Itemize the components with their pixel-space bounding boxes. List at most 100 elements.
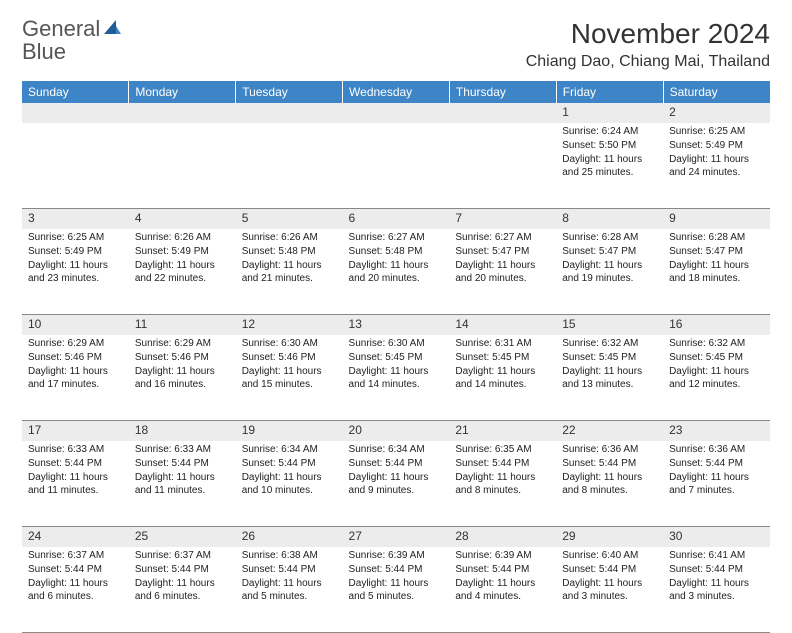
- sunrise-text: Sunrise: 6:37 AM: [28, 549, 123, 562]
- daylight-text: Daylight: 11 hours and 14 minutes.: [349, 365, 444, 391]
- sunrise-text: Sunrise: 6:37 AM: [135, 549, 230, 562]
- day-cell: [449, 123, 556, 209]
- sunset-text: Sunset: 5:47 PM: [669, 245, 764, 258]
- sunset-text: Sunset: 5:44 PM: [562, 563, 657, 576]
- day-body-row: Sunrise: 6:24 AMSunset: 5:50 PMDaylight:…: [22, 123, 770, 209]
- day-cell: Sunrise: 6:25 AMSunset: 5:49 PMDaylight:…: [663, 123, 770, 209]
- day-body-row: Sunrise: 6:37 AMSunset: 5:44 PMDaylight:…: [22, 547, 770, 633]
- sunset-text: Sunset: 5:44 PM: [455, 563, 550, 576]
- day-number: 23: [663, 421, 770, 441]
- brand-word1: General: [22, 16, 100, 41]
- sunrise-text: Sunrise: 6:33 AM: [28, 443, 123, 456]
- weekday-header-row: SundayMondayTuesdayWednesdayThursdayFrid…: [22, 81, 770, 103]
- day-cell: Sunrise: 6:32 AMSunset: 5:45 PMDaylight:…: [663, 335, 770, 421]
- sunset-text: Sunset: 5:44 PM: [242, 563, 337, 576]
- day-cell: Sunrise: 6:28 AMSunset: 5:47 PMDaylight:…: [556, 229, 663, 315]
- sunrise-text: Sunrise: 6:39 AM: [349, 549, 444, 562]
- day-cell: Sunrise: 6:34 AMSunset: 5:44 PMDaylight:…: [236, 441, 343, 527]
- day-cell: Sunrise: 6:37 AMSunset: 5:44 PMDaylight:…: [22, 547, 129, 633]
- sunrise-text: Sunrise: 6:34 AM: [349, 443, 444, 456]
- day-number: 30: [663, 527, 770, 547]
- daylight-text: Daylight: 11 hours and 18 minutes.: [669, 259, 764, 285]
- day-cell: [236, 123, 343, 209]
- sunset-text: Sunset: 5:44 PM: [669, 457, 764, 470]
- daylight-text: Daylight: 11 hours and 11 minutes.: [28, 471, 123, 497]
- sunset-text: Sunset: 5:45 PM: [349, 351, 444, 364]
- day-cell: Sunrise: 6:28 AMSunset: 5:47 PMDaylight:…: [663, 229, 770, 315]
- daylight-text: Daylight: 11 hours and 25 minutes.: [562, 153, 657, 179]
- sunset-text: Sunset: 5:44 PM: [349, 457, 444, 470]
- sunrise-text: Sunrise: 6:31 AM: [455, 337, 550, 350]
- day-number: 16: [663, 315, 770, 335]
- weekday-header: Tuesday: [236, 81, 343, 103]
- day-cell: Sunrise: 6:34 AMSunset: 5:44 PMDaylight:…: [343, 441, 450, 527]
- day-cell: Sunrise: 6:37 AMSunset: 5:44 PMDaylight:…: [129, 547, 236, 633]
- sunrise-text: Sunrise: 6:36 AM: [669, 443, 764, 456]
- sunrise-text: Sunrise: 6:24 AM: [562, 125, 657, 138]
- day-number: 26: [236, 527, 343, 547]
- sunset-text: Sunset: 5:49 PM: [28, 245, 123, 258]
- day-number: [22, 103, 129, 123]
- daylight-text: Daylight: 11 hours and 6 minutes.: [28, 577, 123, 603]
- sunset-text: Sunset: 5:46 PM: [135, 351, 230, 364]
- sunrise-text: Sunrise: 6:28 AM: [669, 231, 764, 244]
- sunset-text: Sunset: 5:44 PM: [135, 457, 230, 470]
- sunset-text: Sunset: 5:45 PM: [562, 351, 657, 364]
- day-cell: [343, 123, 450, 209]
- daylight-text: Daylight: 11 hours and 20 minutes.: [455, 259, 550, 285]
- daylight-text: Daylight: 11 hours and 8 minutes.: [455, 471, 550, 497]
- day-cell: Sunrise: 6:25 AMSunset: 5:49 PMDaylight:…: [22, 229, 129, 315]
- daylight-text: Daylight: 11 hours and 9 minutes.: [349, 471, 444, 497]
- day-cell: Sunrise: 6:32 AMSunset: 5:45 PMDaylight:…: [556, 335, 663, 421]
- day-cell: Sunrise: 6:38 AMSunset: 5:44 PMDaylight:…: [236, 547, 343, 633]
- day-number-row: 24252627282930: [22, 527, 770, 547]
- header: General Blue November 2024 Chiang Dao, C…: [22, 18, 770, 71]
- day-number: 24: [22, 527, 129, 547]
- sunset-text: Sunset: 5:44 PM: [562, 457, 657, 470]
- sunrise-text: Sunrise: 6:38 AM: [242, 549, 337, 562]
- sunrise-text: Sunrise: 6:28 AM: [562, 231, 657, 244]
- sunset-text: Sunset: 5:49 PM: [669, 139, 764, 152]
- title-block: November 2024 Chiang Dao, Chiang Mai, Th…: [526, 18, 770, 71]
- day-cell: Sunrise: 6:27 AMSunset: 5:47 PMDaylight:…: [449, 229, 556, 315]
- day-body-row: Sunrise: 6:25 AMSunset: 5:49 PM Daylight:…: [22, 229, 770, 315]
- sunset-text: Sunset: 5:46 PM: [242, 351, 337, 364]
- day-cell: Sunrise: 6:30 AMSunset: 5:46 PMDaylight:…: [236, 335, 343, 421]
- daylight-text: Daylight: 11 hours and 12 minutes.: [669, 365, 764, 391]
- day-cell: Sunrise: 6:26 AMSunset: 5:48 PMDaylight:…: [236, 229, 343, 315]
- day-cell: Sunrise: 6:26 AMSunset: 5:49 PMDaylight:…: [129, 229, 236, 315]
- sunrise-text: Sunrise: 6:25 AM: [28, 231, 123, 244]
- sunset-text: Sunset: 5:47 PM: [562, 245, 657, 258]
- sunrise-text: Sunrise: 6:39 AM: [455, 549, 550, 562]
- weekday-header: Friday: [556, 81, 663, 103]
- day-number: 1: [556, 103, 663, 123]
- sunset-text: Sunset: 5:46 PM: [28, 351, 123, 364]
- day-cell: Sunrise: 6:33 AMSunset: 5:44 PMDaylight:…: [129, 441, 236, 527]
- daylight-text: Daylight: 11 hours and 13 minutes.: [562, 365, 657, 391]
- day-number: 2: [663, 103, 770, 123]
- day-number: 17: [22, 421, 129, 441]
- day-cell: Sunrise: 6:29 AMSunset: 5:46 PMDaylight:…: [129, 335, 236, 421]
- day-number: 13: [343, 315, 450, 335]
- sunrise-text: Sunrise: 6:29 AM: [135, 337, 230, 350]
- daylight-text: Daylight: 11 hours and 6 minutes.: [135, 577, 230, 603]
- brand-word2: Blue: [22, 39, 66, 64]
- day-number: 11: [129, 315, 236, 335]
- daylight-text: Daylight: 11 hours and 22 minutes.: [135, 259, 230, 285]
- sunrise-text: Sunrise: 6:32 AM: [562, 337, 657, 350]
- day-cell: Sunrise: 6:39 AMSunset: 5:44 PMDaylight:…: [449, 547, 556, 633]
- sunrise-text: Sunrise: 6:30 AM: [349, 337, 444, 350]
- daylight-text: Daylight: 11 hours and 11 minutes.: [135, 471, 230, 497]
- sunrise-text: Sunrise: 6:26 AM: [242, 231, 337, 244]
- day-number-row: 3456789: [22, 209, 770, 229]
- sunrise-text: Sunrise: 6:36 AM: [562, 443, 657, 456]
- daylight-text: Daylight: 11 hours and 3 minutes.: [562, 577, 657, 603]
- day-number: [449, 103, 556, 123]
- day-number: [343, 103, 450, 123]
- sunrise-text: Sunrise: 6:27 AM: [349, 231, 444, 244]
- brand-logo: General Blue: [22, 18, 124, 64]
- day-cell: Sunrise: 6:36 AMSunset: 5:44 PMDaylight:…: [663, 441, 770, 527]
- sunset-text: Sunset: 5:44 PM: [28, 563, 123, 576]
- day-number: 28: [449, 527, 556, 547]
- daylight-text: Daylight: 11 hours and 5 minutes.: [242, 577, 337, 603]
